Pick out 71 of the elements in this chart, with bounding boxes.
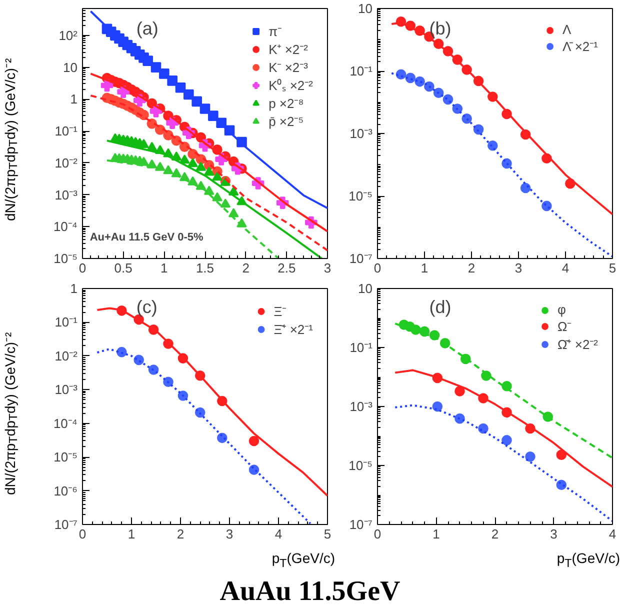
- x-tick-label: 1: [128, 526, 136, 542]
- x-tick-label: 4: [608, 526, 616, 542]
- y-tick-label: 10⁻³: [350, 126, 374, 141]
- x-tick-label: 4: [562, 260, 570, 276]
- legend-label: Ξ⁻: [274, 303, 288, 320]
- x-tick-label: 5: [324, 526, 332, 542]
- legend-label: K⁰ₛ ×2⁻²: [268, 77, 313, 94]
- legend-label: Λ̄ ×2⁻¹: [562, 38, 598, 55]
- x-tick-label: 0: [78, 526, 86, 542]
- y-tick-label: 10⁻⁷: [349, 517, 373, 532]
- legend-label: Λ: [562, 22, 572, 37]
- y-tick-label: 10⁻⁴: [53, 416, 78, 431]
- x-tick-label: 0: [374, 260, 382, 276]
- x-axis-title: p$_{T}$(GeV/c): [556, 549, 620, 572]
- x-tick-label: 3: [550, 526, 558, 542]
- legend-label: Ω̄⁺ ×2⁻²: [558, 336, 598, 353]
- x-tick-label: 1: [432, 526, 440, 542]
- x-tick-label: 5: [608, 260, 616, 276]
- legend-label: π⁻: [268, 23, 283, 40]
- legend-label: p ×2⁻⁸: [268, 95, 304, 112]
- y-tick-label: 1: [70, 92, 78, 107]
- legend-label: φ: [558, 302, 567, 317]
- y-tick-label: 1: [70, 281, 78, 296]
- legend-label: Ξ̄⁺ ×2⁻¹: [274, 321, 313, 338]
- x-tick-label: 4: [274, 526, 282, 542]
- y-tick-label: 10⁻⁵: [348, 188, 373, 204]
- x-tick-label: 0: [374, 526, 382, 542]
- legend-label: p̄ ×2⁻⁵: [268, 113, 304, 130]
- x-tick-label: 0.5: [114, 260, 132, 276]
- y-tick-label: 10⁻³: [54, 382, 78, 398]
- annotation: (c): [136, 296, 158, 317]
- legend-label: Ω⁻: [558, 318, 572, 335]
- x-tick-label: 1.5: [196, 260, 214, 276]
- x-axis-title: p$_{T}$(GeV/c): [272, 549, 335, 572]
- x-tick-label: 2: [176, 526, 184, 542]
- x-tick-label: 3: [514, 260, 522, 276]
- y-tick-label: 10⁻¹: [350, 340, 374, 355]
- x-tick-label: 3: [226, 526, 234, 542]
- y-tick-label: 10⁻⁵: [348, 458, 373, 473]
- y-tick-label: 10⁻⁷: [54, 517, 78, 532]
- x-tick-label: 3: [324, 260, 332, 276]
- y-tick-label: 10⁻³: [350, 399, 374, 414]
- text: AuAu 11.5GeV: [220, 575, 400, 606]
- x-tick-label: 2: [491, 526, 499, 542]
- x-tick-label: 1: [420, 260, 428, 276]
- legend-label: K⁻ ×2⁻³: [268, 59, 308, 76]
- y-tick-label: 10⁻¹: [54, 124, 78, 139]
- y-tick-label: 10: [358, 1, 373, 16]
- y-tick-label: 10⁻⁶: [54, 483, 78, 498]
- annotation: Au+Au 11.5 GeV 0-5%: [90, 232, 204, 244]
- x-tick-label: 0: [78, 260, 86, 276]
- y-tick-label: 10⁻²: [54, 155, 78, 170]
- x-tick-label: 2: [242, 260, 250, 276]
- annotation: (d): [429, 296, 452, 317]
- x-tick-label: 1: [160, 260, 168, 276]
- legend-label: K⁺ ×2⁻²: [268, 41, 308, 58]
- y-tick-label: 10⁻¹: [350, 64, 374, 78]
- y-tick-label: 10⁻⁷: [349, 251, 373, 266]
- y-tick-label: 10: [358, 281, 373, 296]
- y-tick-label: 10⁻²: [54, 348, 78, 364]
- annotation: (b): [429, 18, 452, 38]
- y-tick-label: 10⁻¹: [54, 314, 78, 330]
- annotation: (a): [136, 18, 158, 38]
- y-tick-label: 10⁻⁴: [53, 219, 78, 234]
- y-tick-label: 10²: [58, 28, 78, 43]
- x-tick-label: 2.5: [278, 260, 296, 276]
- y-tick-label: 10⁻³: [54, 187, 78, 202]
- y-tick-label: 10: [63, 60, 78, 75]
- x-tick-label: 2: [468, 260, 476, 276]
- y-tick-label: 10⁻⁵: [54, 251, 78, 266]
- y-tick-label: 10⁻⁵: [54, 450, 78, 465]
